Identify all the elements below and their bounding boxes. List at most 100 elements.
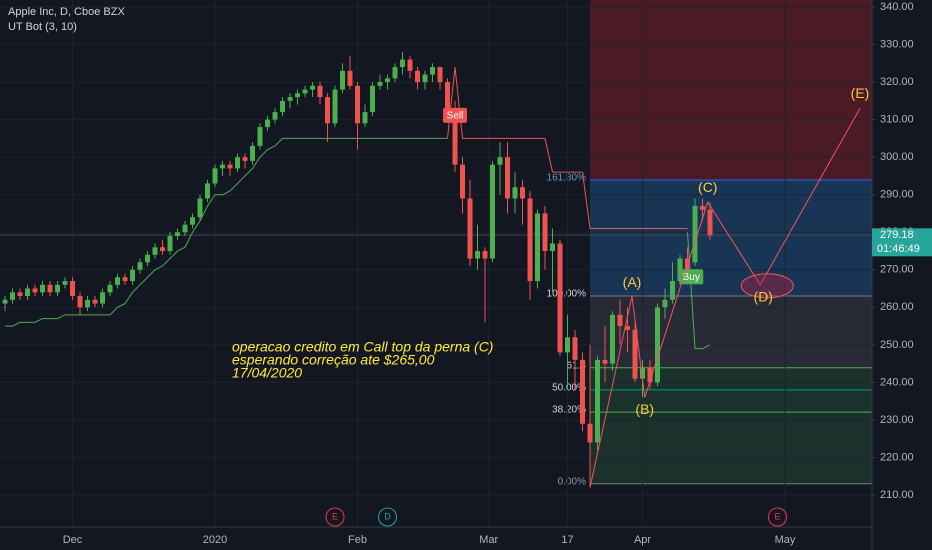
candle-body bbox=[377, 82, 383, 86]
candle-body bbox=[527, 198, 533, 282]
candle-body bbox=[115, 277, 121, 285]
candle-body bbox=[542, 213, 548, 252]
ut-bot-line bbox=[5, 137, 711, 350]
countdown: 01:46:49 bbox=[877, 243, 920, 255]
candle-body bbox=[250, 145, 256, 161]
candle-body bbox=[325, 97, 331, 124]
event-label: E bbox=[774, 511, 780, 521]
fib-label: 0.00% bbox=[558, 476, 586, 487]
candle-body bbox=[32, 288, 38, 293]
ut-bot-line bbox=[447, 66, 688, 229]
chart-title: Apple Inc, D, Cboe BZX bbox=[8, 6, 125, 18]
y-tick-label: 340.00 bbox=[880, 1, 914, 13]
candle-body bbox=[385, 78, 391, 83]
candle-body bbox=[520, 187, 526, 199]
candle-body bbox=[400, 59, 406, 68]
event-marker bbox=[325, 507, 345, 527]
candle-body bbox=[415, 70, 421, 83]
candle-body bbox=[602, 359, 608, 364]
candle-body bbox=[632, 329, 638, 379]
candle-body bbox=[640, 367, 646, 379]
candle-body bbox=[167, 235, 173, 252]
candle-body bbox=[707, 209, 713, 236]
candle-body bbox=[92, 299, 98, 304]
candle-body bbox=[302, 89, 308, 94]
candle-body bbox=[655, 307, 661, 383]
y-tick-label: 310.00 bbox=[880, 114, 914, 126]
candle-body bbox=[17, 292, 23, 297]
candle-body bbox=[482, 251, 488, 259]
y-tick-label: 290.00 bbox=[880, 189, 914, 201]
event-marker bbox=[378, 507, 398, 527]
y-tick-label: 330.00 bbox=[880, 38, 914, 50]
event-label: E bbox=[332, 511, 338, 521]
y-tick-label: 230.00 bbox=[880, 414, 914, 426]
fib-label: 61.8 bbox=[567, 360, 587, 371]
y-tick-label: 210.00 bbox=[880, 489, 914, 501]
annotation: esperando correção ate $265,00 bbox=[232, 352, 435, 368]
candle-body bbox=[332, 89, 338, 124]
event-label: D bbox=[384, 511, 391, 521]
candle-body bbox=[362, 112, 368, 124]
candle-body bbox=[595, 359, 601, 443]
fib-label: 38.20% bbox=[552, 405, 586, 416]
y-tick-label: 250.00 bbox=[880, 339, 914, 351]
fib-label: 100.00% bbox=[547, 289, 587, 300]
candle-body bbox=[580, 359, 586, 424]
candle-body bbox=[242, 157, 248, 161]
wave-path bbox=[589, 108, 861, 488]
candle-body bbox=[137, 262, 143, 270]
candle-body bbox=[55, 284, 61, 293]
price-tag-label: 279.18 bbox=[880, 229, 914, 241]
candle-body bbox=[422, 74, 428, 83]
wave-label: (D) bbox=[754, 288, 773, 304]
candle-body bbox=[265, 119, 271, 128]
candle-body bbox=[160, 247, 166, 252]
fib-zone bbox=[590, 0, 872, 181]
candle-body bbox=[175, 232, 181, 236]
wave-label: (E) bbox=[851, 85, 870, 101]
candle-body bbox=[467, 198, 473, 259]
indicator-name: UT Bot (3, 10) bbox=[8, 21, 77, 33]
candle-body bbox=[47, 284, 53, 293]
candle-body bbox=[40, 284, 46, 293]
annotation: operacao credito em Call top da perna (C… bbox=[232, 339, 493, 355]
candle-body bbox=[445, 82, 451, 109]
candle-body bbox=[685, 258, 691, 278]
candle-body bbox=[145, 254, 151, 263]
candle-body bbox=[25, 288, 31, 297]
fib-zone bbox=[590, 412, 872, 484]
fib-zone bbox=[590, 389, 872, 413]
x-tick-label: 2020 bbox=[203, 534, 227, 546]
signal-box bbox=[443, 107, 468, 123]
candle-body bbox=[272, 112, 278, 120]
candle-body bbox=[700, 205, 706, 210]
candle-body bbox=[317, 85, 323, 98]
candle-body bbox=[257, 127, 263, 146]
candle-body bbox=[340, 70, 346, 90]
candle-body bbox=[130, 269, 136, 282]
candle-body bbox=[220, 164, 226, 169]
candle-body bbox=[310, 85, 316, 90]
candle-body bbox=[355, 85, 361, 124]
candle-body bbox=[565, 337, 571, 353]
candle-body bbox=[475, 251, 481, 259]
candle-body bbox=[430, 67, 436, 75]
x-tick-label: May bbox=[775, 534, 796, 546]
candle-body bbox=[85, 299, 91, 308]
candle-body bbox=[235, 157, 241, 169]
candle-body bbox=[550, 243, 556, 252]
candle-body bbox=[197, 198, 203, 218]
candle-body bbox=[62, 281, 68, 285]
candle-body bbox=[392, 67, 398, 79]
candle-body bbox=[610, 314, 616, 364]
fib-label: 161.80% bbox=[547, 173, 587, 184]
candle-body bbox=[2, 299, 8, 304]
x-tick-label: Apr bbox=[634, 534, 651, 546]
event-marker bbox=[768, 507, 788, 527]
wave-label: (C) bbox=[698, 179, 717, 195]
candle-body bbox=[100, 292, 106, 304]
candle-body bbox=[572, 337, 578, 360]
y-tick-label: 320.00 bbox=[880, 76, 914, 88]
signal-label: Sell bbox=[447, 110, 464, 121]
